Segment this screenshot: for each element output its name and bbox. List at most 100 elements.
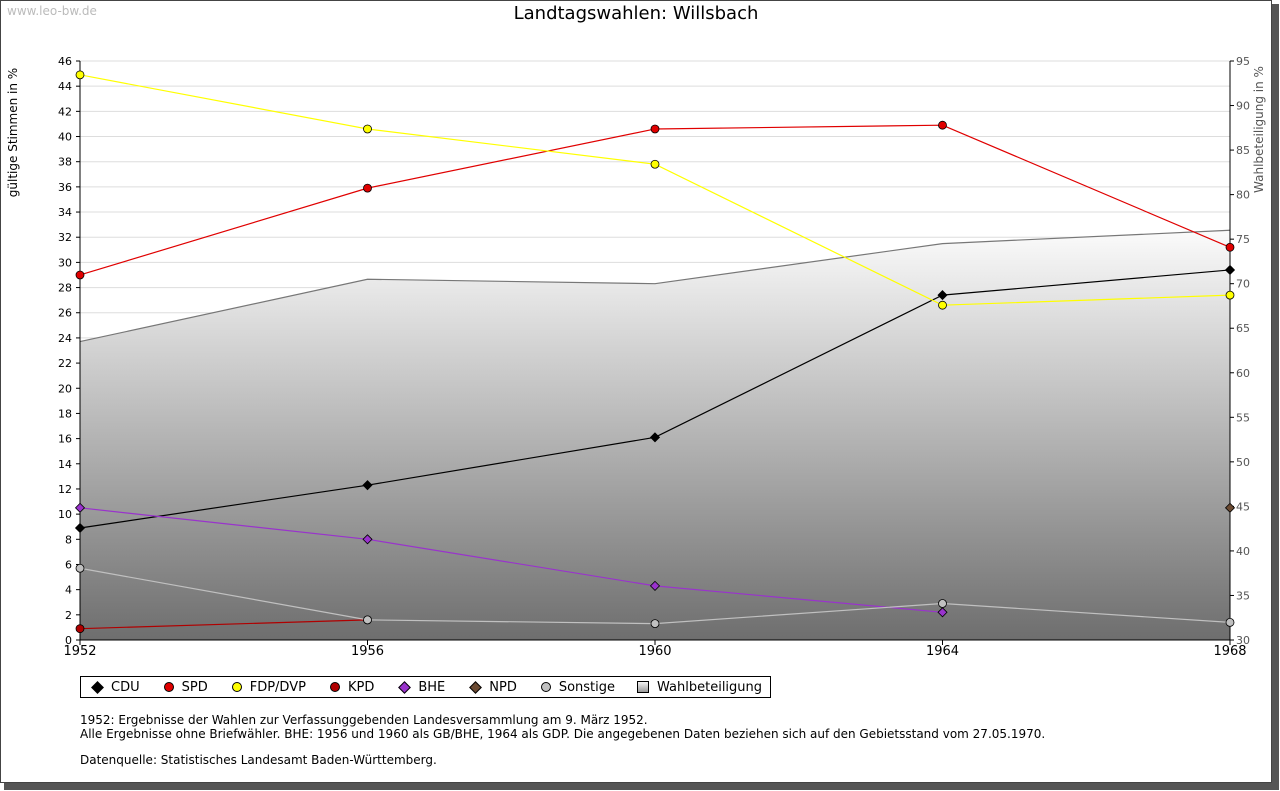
y-tick-label: 42 xyxy=(58,105,72,118)
circle-marker-icon xyxy=(231,682,242,692)
chart-title: Landtagswahlen: Willsbach xyxy=(513,3,759,24)
data-point-sonstige xyxy=(650,619,660,629)
legend-item-sonstige: Sonstige xyxy=(537,680,615,695)
legend-label: Sonstige xyxy=(558,679,616,695)
y2-tick-label: 85 xyxy=(1236,144,1250,157)
y2-tick-label: 95 xyxy=(1236,55,1250,68)
frame-shadow-bottom xyxy=(4,783,1279,790)
y-tick-label: 44 xyxy=(58,80,72,93)
data-point-cdu xyxy=(74,522,86,534)
x-tick-label: 1956 xyxy=(351,644,384,659)
legend-item-bhe: BHE xyxy=(394,680,445,695)
y-tick-label: 2 xyxy=(65,609,72,622)
y-tick-label: 26 xyxy=(58,307,72,320)
x-tick-label: 1968 xyxy=(1213,644,1246,659)
data-point-bhe xyxy=(74,502,86,513)
data-point-sonstige xyxy=(1225,617,1235,627)
y-tick-label: 22 xyxy=(58,357,72,370)
y-tick-label: 16 xyxy=(58,433,72,446)
data-point-sonstige xyxy=(938,599,947,608)
data-point-npd xyxy=(1224,502,1236,513)
square-marker-icon xyxy=(637,681,650,693)
y-tick-label: 40 xyxy=(58,131,72,144)
y-tick-label: 34 xyxy=(58,206,72,219)
y2-tick-label: 50 xyxy=(1236,456,1250,469)
data-source: Datenquelle: Statistisches Landesamt Bad… xyxy=(80,753,437,767)
y-tick-label: 6 xyxy=(65,558,72,571)
y-tick-label: 20 xyxy=(58,382,72,395)
data-point-cdu xyxy=(937,290,948,301)
data-point-fdp-dvp xyxy=(363,124,372,134)
y2-tick-label: 40 xyxy=(1236,545,1250,558)
legend-item-wahlbeteiligung: Wahlbeteiligung xyxy=(635,680,762,695)
data-point-cdu xyxy=(362,480,373,491)
legend-label: NPD xyxy=(489,679,517,695)
legend-item-npd: NPD xyxy=(465,680,517,695)
series-line-kpd xyxy=(79,619,368,630)
legend-item-cdu: CDU xyxy=(87,680,140,695)
data-point-kpd xyxy=(75,624,85,634)
y-tick-label: 28 xyxy=(58,282,72,295)
y-tick-label: 36 xyxy=(58,181,72,194)
y2-tick-label: 80 xyxy=(1236,189,1250,202)
y2-tick-label: 65 xyxy=(1236,322,1250,335)
diamond-marker-icon xyxy=(398,680,412,694)
y2-tick-label: 30 xyxy=(1236,634,1250,647)
y-tick-label: 32 xyxy=(58,231,72,244)
y-tick-label: 30 xyxy=(58,256,72,269)
data-point-spd xyxy=(650,124,660,134)
y-tick-label: 12 xyxy=(58,483,72,496)
y2-tick-label: 70 xyxy=(1236,278,1250,291)
footnote-general: Alle Ergebnisse ohne Briefwähler. BHE: 1… xyxy=(80,727,1046,741)
x-tick-label: 1952 xyxy=(63,644,96,659)
legend-item-fdp-dvp: FDP/DVP xyxy=(228,680,306,695)
watermark: www.leo-bw.de xyxy=(7,4,97,18)
y-axis-title: gültige Stimmen in % xyxy=(6,68,20,197)
data-point-cdu xyxy=(1224,264,1236,276)
legend-label: CDU xyxy=(111,679,140,695)
legend-label: BHE xyxy=(418,679,446,695)
x-tick-label: 1964 xyxy=(926,644,959,659)
y-tick-label: 38 xyxy=(58,156,72,169)
data-point-spd xyxy=(75,270,85,280)
data-point-bhe xyxy=(937,607,948,618)
y2-tick-label: 35 xyxy=(1236,589,1250,602)
frame-shadow-right xyxy=(1272,4,1279,790)
data-point-cdu xyxy=(649,432,661,443)
legend-item-spd: SPD xyxy=(160,680,208,695)
y2-tick-label: 90 xyxy=(1236,100,1250,113)
circle-marker-icon xyxy=(329,682,340,692)
y-tick-label: 24 xyxy=(58,332,72,345)
data-point-fdp-dvp xyxy=(75,70,85,80)
y-tick-label: 14 xyxy=(58,458,72,471)
legend-item-kpd: KPD xyxy=(326,680,374,695)
data-point-fdp-dvp xyxy=(650,159,660,169)
footnote-1952: 1952: Ergebnisse der Wahlen zur Verfassu… xyxy=(80,713,648,727)
data-point-spd xyxy=(938,120,947,130)
data-point-fdp-dvp xyxy=(1225,290,1235,300)
legend-label: Wahlbeteiligung xyxy=(657,679,763,695)
diamond-marker-icon xyxy=(469,680,483,694)
data-point-spd xyxy=(363,183,372,193)
y-tick-label: 4 xyxy=(65,584,72,597)
y-tick-label: 46 xyxy=(58,55,72,68)
data-point-fdp-dvp xyxy=(938,300,947,310)
y2-tick-label: 55 xyxy=(1236,411,1250,424)
x-tick-label: 1960 xyxy=(638,644,671,659)
legend-label: FDP/DVP xyxy=(249,679,306,695)
y-tick-label: 8 xyxy=(65,533,72,546)
circle-marker-icon xyxy=(163,682,174,692)
circle-marker-icon xyxy=(540,682,551,692)
data-point-spd xyxy=(1225,242,1235,252)
data-point-sonstige xyxy=(75,563,85,573)
footnotes: 1952: Ergebnisse der Wahlen zur Verfassu… xyxy=(80,713,1045,767)
diamond-marker-icon xyxy=(91,680,104,694)
legend-label: SPD xyxy=(181,679,208,695)
data-point-bhe xyxy=(649,580,661,591)
y-tick-label: 10 xyxy=(58,508,72,521)
y-tick-label: 0 xyxy=(65,634,72,647)
legend: CDU SPD FDP/DVP KPD BHE NPD Sonstige Wahlbeteil… xyxy=(80,676,772,698)
y2-tick-label: 45 xyxy=(1236,500,1250,513)
legend-label: KPD xyxy=(347,679,375,695)
